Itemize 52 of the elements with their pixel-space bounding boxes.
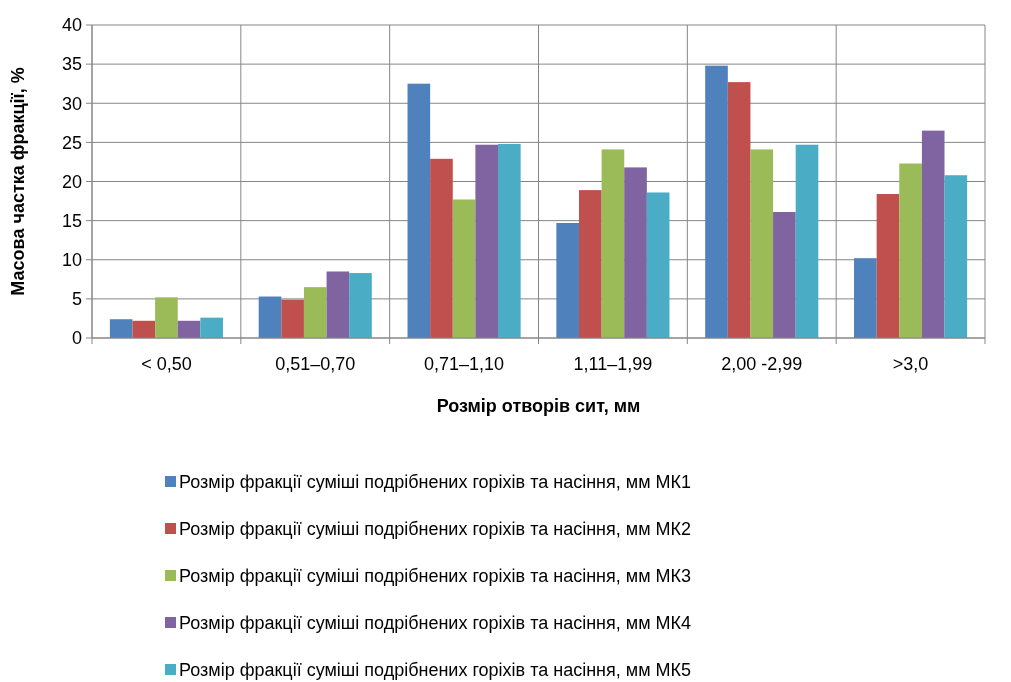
legend-label: Розмір фракції суміші подрібнених горіхів та насіння, мм МК2: [179, 519, 692, 540]
bar: [303, 287, 327, 338]
bar: [899, 163, 922, 338]
bar: [944, 175, 968, 338]
bar: [132, 320, 156, 338]
bar: [498, 143, 521, 338]
bar: [349, 273, 372, 338]
y-tick-label: 35: [61, 54, 82, 75]
bar: [921, 130, 945, 338]
bar: [646, 192, 670, 338]
bar: [200, 317, 223, 338]
bar: [177, 320, 201, 338]
bar: [155, 297, 178, 338]
bar: [407, 83, 431, 338]
y-axis-title: Масова частка фракції, %: [8, 67, 28, 296]
bar: [727, 82, 751, 338]
y-tick-label: 20: [61, 171, 82, 192]
bar: [258, 296, 282, 338]
legend-label: Розмір фракції суміші подрібнених горіхів та насіння, мм МК5: [179, 660, 692, 681]
legend-label: Розмір фракції суміші подрібнених горіхів та насіння, мм МК4: [179, 613, 692, 634]
x-tick-label: 0,51–0,70: [275, 354, 356, 374]
x-tick-label: 2,00 -2,99: [721, 354, 803, 374]
bar: [773, 212, 796, 338]
bar: [326, 271, 350, 338]
bar: [705, 65, 728, 338]
x-tick-label: 0,71–1,10: [424, 354, 505, 374]
x-axis-title: Розмір отворів сит, мм: [436, 396, 641, 416]
bar: [854, 258, 877, 338]
bar: [578, 190, 602, 338]
bar: [624, 167, 647, 338]
legend-label: Розмір фракції суміші подрібнених горіхів та насіння, мм МК3: [179, 566, 692, 587]
bar: [876, 194, 900, 338]
y-tick-label: 10: [61, 250, 82, 271]
y-tick-label: 30: [61, 93, 82, 114]
bar: [750, 149, 774, 338]
y-tick-label: 25: [61, 132, 82, 153]
bar: [795, 144, 819, 338]
bar: [452, 199, 476, 338]
bar: [475, 144, 499, 338]
y-tick-label: 5: [71, 289, 82, 310]
x-tick-label: >3,0: [892, 354, 929, 374]
bar: [556, 222, 579, 338]
bar: [430, 158, 453, 338]
y-tick-label: 15: [61, 210, 82, 231]
x-tick-label: < 0,50: [141, 354, 192, 374]
x-tick-label: 1,11–1,99: [573, 354, 653, 374]
bar: [109, 319, 133, 338]
legend-label: Розмір фракції суміші подрібнених горіхів та насіння, мм МК1: [179, 472, 692, 493]
bar: [281, 299, 304, 338]
y-tick-label: 0: [71, 328, 82, 349]
y-tick-label: 40: [61, 15, 82, 36]
bar: [601, 149, 625, 338]
